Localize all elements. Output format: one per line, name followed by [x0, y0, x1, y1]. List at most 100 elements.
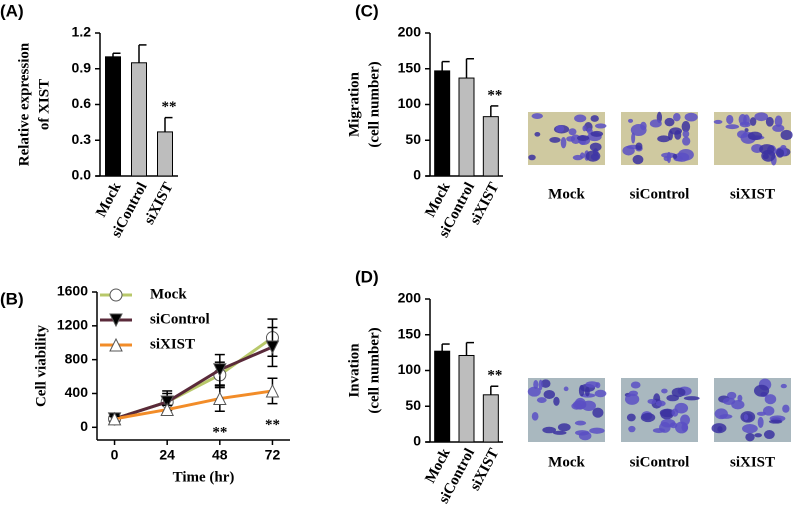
marker — [109, 288, 123, 302]
cell-blob — [681, 423, 688, 432]
cell-blob — [664, 117, 675, 127]
cell-blob — [563, 386, 569, 392]
cell-blob — [742, 424, 758, 434]
cell-blob — [757, 416, 764, 428]
cell-blob — [560, 136, 567, 149]
series-line — [114, 389, 273, 421]
cell-blob — [531, 113, 543, 119]
y-tick-label: 1200 — [57, 317, 88, 333]
significance-label: ** — [487, 368, 502, 384]
cell-blob — [528, 154, 536, 161]
cell-blob — [657, 135, 671, 143]
y-tick-label: 100 — [398, 361, 422, 377]
micrograph — [528, 112, 607, 165]
cell-blob — [577, 135, 590, 141]
series-line — [114, 345, 274, 421]
cell-blob — [572, 154, 583, 161]
micrograph — [621, 111, 698, 165]
y-tick-label: 800 — [65, 350, 89, 366]
y-axis-label: Relative expression — [16, 42, 32, 166]
cell-blob — [745, 432, 755, 442]
cell-blob — [631, 132, 636, 144]
legend-label: Mock — [150, 286, 187, 302]
cell-blob — [726, 391, 737, 400]
micrograph — [713, 112, 793, 166]
significance-label: ** — [487, 87, 502, 103]
y-tick-label: 200 — [398, 290, 422, 306]
marker — [109, 337, 123, 352]
cell-blob — [684, 112, 698, 122]
cell-blob — [725, 124, 740, 130]
y-axis-label: (cell number) — [366, 327, 382, 413]
cell-blob — [542, 426, 557, 434]
y-tick-label: 0.3 — [72, 131, 92, 147]
cell-blob — [763, 430, 775, 440]
bar — [105, 56, 121, 177]
cell-blob — [660, 409, 674, 420]
image-label: siXIST — [730, 186, 775, 202]
cell-blob — [739, 121, 751, 128]
y-axis-label: (cell number) — [366, 61, 382, 147]
cell-blob — [754, 112, 769, 122]
cell-blob — [683, 396, 700, 401]
cell-blob — [663, 156, 670, 162]
cell-blob — [768, 419, 783, 424]
marker — [265, 340, 280, 355]
cell-blob — [774, 115, 783, 127]
bar — [482, 116, 499, 177]
cell-blob — [635, 142, 643, 151]
bar — [458, 77, 475, 177]
y-tick-label: 0.0 — [72, 167, 92, 183]
cell-blob — [538, 379, 543, 391]
cell-blob — [584, 386, 590, 397]
cell-blob — [668, 130, 673, 141]
cell-blob — [674, 152, 690, 162]
y-tick-label: 400 — [65, 384, 89, 400]
cell-blob — [540, 379, 551, 388]
image-label: siControl — [630, 186, 690, 202]
cell-blob — [534, 131, 541, 137]
cell-blob — [630, 124, 647, 137]
significance-label: ** — [212, 425, 227, 441]
cell-blob — [743, 414, 749, 421]
cell-blob — [568, 128, 577, 136]
cell-blob — [682, 130, 690, 138]
y-tick-label: 100 — [398, 95, 422, 111]
cell-blob — [762, 153, 769, 160]
cell-blob — [754, 433, 762, 438]
y-axis-label: of XIST — [36, 79, 52, 130]
cell-blob — [590, 130, 604, 137]
y-tick-label: 0.6 — [72, 95, 92, 111]
y-tick-label: 1.2 — [72, 24, 92, 40]
cell-blob — [589, 427, 605, 434]
cell-blob — [744, 128, 749, 133]
x-tick-label: 0 — [111, 447, 119, 463]
cell-blob — [780, 145, 787, 150]
cell-blob — [660, 418, 676, 428]
panel-label: (B) — [0, 289, 24, 308]
cell-blob — [682, 136, 691, 146]
cell-blob — [722, 397, 736, 405]
cell-blob — [628, 425, 636, 433]
cell-blob — [764, 394, 777, 405]
cell-blob — [582, 125, 587, 132]
cell-blob — [765, 116, 774, 127]
significance-label: ** — [265, 417, 280, 433]
cell-blob — [628, 118, 634, 123]
cell-blob — [594, 389, 607, 398]
marker — [109, 313, 123, 328]
cell-blob — [672, 153, 678, 159]
image-label: Mock — [548, 186, 585, 202]
cell-blob — [555, 125, 565, 133]
image-label: siControl — [630, 454, 690, 470]
cell-blob — [585, 381, 599, 388]
y-axis-label: Migration — [346, 71, 362, 137]
cell-blob — [782, 404, 790, 413]
cell-blob — [594, 123, 607, 129]
cell-blob — [557, 423, 571, 432]
cell-blob — [553, 396, 560, 406]
y-tick-label: 0 — [413, 433, 421, 449]
marker — [107, 411, 122, 426]
marker — [160, 395, 174, 410]
